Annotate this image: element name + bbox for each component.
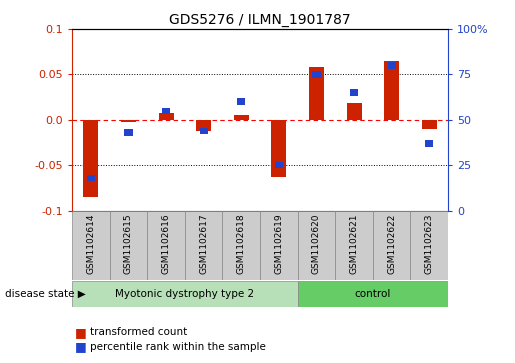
Bar <box>271 120 286 177</box>
Bar <box>72 211 110 280</box>
Bar <box>274 162 283 168</box>
Bar <box>162 107 170 114</box>
Bar <box>335 211 373 280</box>
Bar <box>425 140 434 147</box>
Text: GSM1102618: GSM1102618 <box>237 213 246 274</box>
Bar <box>121 120 136 122</box>
Text: GSM1102622: GSM1102622 <box>387 213 396 274</box>
Text: GSM1102620: GSM1102620 <box>312 213 321 274</box>
Bar <box>222 211 260 280</box>
Bar <box>110 211 147 280</box>
Text: ■: ■ <box>75 326 87 339</box>
Text: ■: ■ <box>75 340 87 353</box>
Bar <box>199 127 208 134</box>
Bar <box>373 211 410 280</box>
Text: control: control <box>355 289 391 299</box>
Text: GSM1102617: GSM1102617 <box>199 213 208 274</box>
Text: Myotonic dystrophy type 2: Myotonic dystrophy type 2 <box>115 289 254 299</box>
Bar <box>260 211 298 280</box>
Bar <box>87 175 95 181</box>
Text: GSM1102616: GSM1102616 <box>162 213 170 274</box>
Bar <box>312 71 321 78</box>
Bar <box>83 120 98 197</box>
Bar <box>234 115 249 120</box>
Text: GSM1102623: GSM1102623 <box>425 213 434 274</box>
Text: GSM1102615: GSM1102615 <box>124 213 133 274</box>
Text: disease state ▶: disease state ▶ <box>5 289 86 299</box>
Title: GDS5276 / ILMN_1901787: GDS5276 / ILMN_1901787 <box>169 13 351 26</box>
Bar <box>350 89 358 96</box>
Bar <box>124 129 133 136</box>
Bar <box>309 67 324 120</box>
Bar <box>185 211 222 280</box>
Bar <box>298 211 335 280</box>
Text: GSM1102614: GSM1102614 <box>87 213 95 274</box>
Bar <box>422 120 437 129</box>
Bar <box>72 281 298 307</box>
Bar <box>298 281 448 307</box>
Text: GSM1102621: GSM1102621 <box>350 213 358 274</box>
Bar <box>410 211 448 280</box>
Bar <box>387 62 396 69</box>
Bar <box>347 103 362 120</box>
Text: GSM1102619: GSM1102619 <box>274 213 283 274</box>
Bar <box>147 211 185 280</box>
Text: percentile rank within the sample: percentile rank within the sample <box>90 342 266 352</box>
Bar <box>384 61 399 120</box>
Text: transformed count: transformed count <box>90 327 187 337</box>
Bar <box>196 120 211 131</box>
Bar <box>159 113 174 120</box>
Bar <box>237 98 246 105</box>
